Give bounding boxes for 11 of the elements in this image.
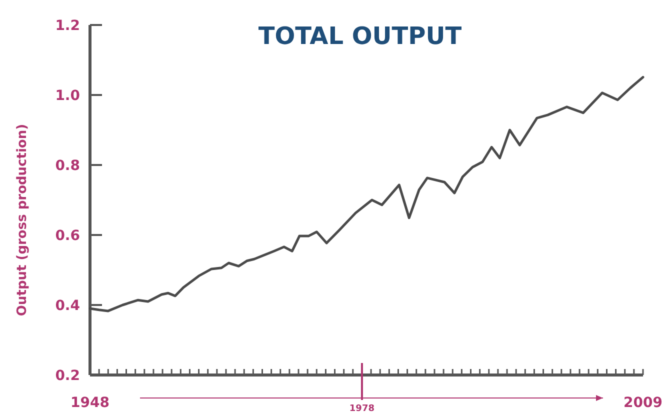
y-tick-label: 1.0 [55,88,80,104]
y-axis-title: Output (gross production) [15,124,30,316]
y-tick-label: 1.2 [55,18,80,34]
y-tick-label: 0.8 [55,158,80,174]
ref-line-label: 1978 [349,404,374,414]
y-tick-label: 0.2 [55,368,80,384]
y-tick-label: 0.4 [55,298,80,314]
chart-title: TOTAL OUTPUT [258,22,462,50]
y-tick-label: 0.6 [55,228,80,244]
x-tick-label: 2009 [624,395,662,411]
x-tick-label: 1948 [70,395,110,411]
